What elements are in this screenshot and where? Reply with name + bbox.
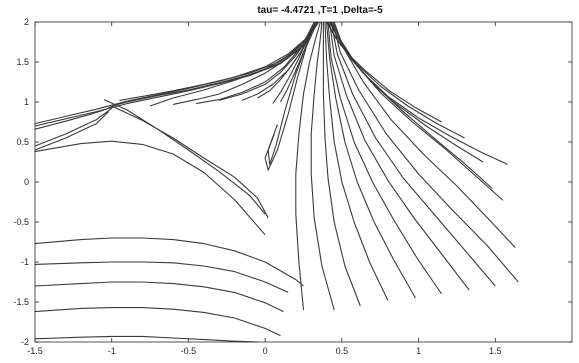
trajectory-line-24 [267,21,318,165]
x-axis: -1.5 -1 -0.5 0 0.5 1 1.5 [27,22,502,356]
trajectory-line-25 [295,21,321,311]
trajectory-line-21 [272,21,317,104]
trajectory-line-5 [34,111,109,151]
trajectory-line-16 [172,21,317,105]
y-tick-label: -1 [21,257,29,267]
y-tick-label: -1.5 [13,297,29,307]
x-tick-label: 0.5 [336,346,349,356]
y-tick-label: -2 [21,337,29,347]
trajectory-line-11 [34,281,284,313]
trajectory-line-30 [327,21,443,295]
y-tick-label: 1 [24,97,29,107]
trajectory-line-13 [34,335,258,343]
trajectory-line-12 [34,307,281,337]
y-axis: -2 -1.5 -1 -0.5 0 0.5 1 1.5 2 [13,17,572,347]
x-tick-label: -1 [108,346,116,356]
trajectory-line-10 [34,261,289,293]
trajectory-line-31 [329,21,470,291]
y-tick-label: 1.5 [16,57,29,67]
trajectories-group [34,21,519,343]
trajectory-line-32 [330,21,496,287]
x-tick-label: -1.5 [27,346,43,356]
trajectory-line-9 [34,237,304,287]
trajectory-line-4 [34,107,113,147]
trajectory-line-38 [329,21,484,163]
trajectory-line-23 [264,21,318,171]
trajectory-line-6 [103,99,266,215]
y-tick-label: 0.5 [16,137,29,147]
trajectory-line-26 [310,21,335,311]
trajectory-line-27 [322,22,361,307]
trajectory-line-28 [324,21,389,301]
plot-area [35,22,572,342]
y-tick-label: -0.5 [13,217,29,227]
trajectory-line-35 [332,21,504,201]
trajectory-line-29 [325,21,416,299]
x-tick-label: 0 [263,346,268,356]
trajectory-line-7 [111,105,269,219]
x-tick-label: 1.5 [489,346,502,356]
x-tick-label: 1 [416,346,421,356]
trajectory-line-37 [332,21,508,165]
y-tick-label: 2 [24,17,29,27]
trajectory-line-33 [332,21,519,283]
x-tick-label: -0.5 [181,346,197,356]
trajectory-line-40 [326,21,442,123]
chart-title: tau= -4.4721 ,T=1 ,Delta=-5 [257,5,383,16]
y-tick-label: 0 [24,177,29,187]
trajectory-line-8 [34,140,266,236]
